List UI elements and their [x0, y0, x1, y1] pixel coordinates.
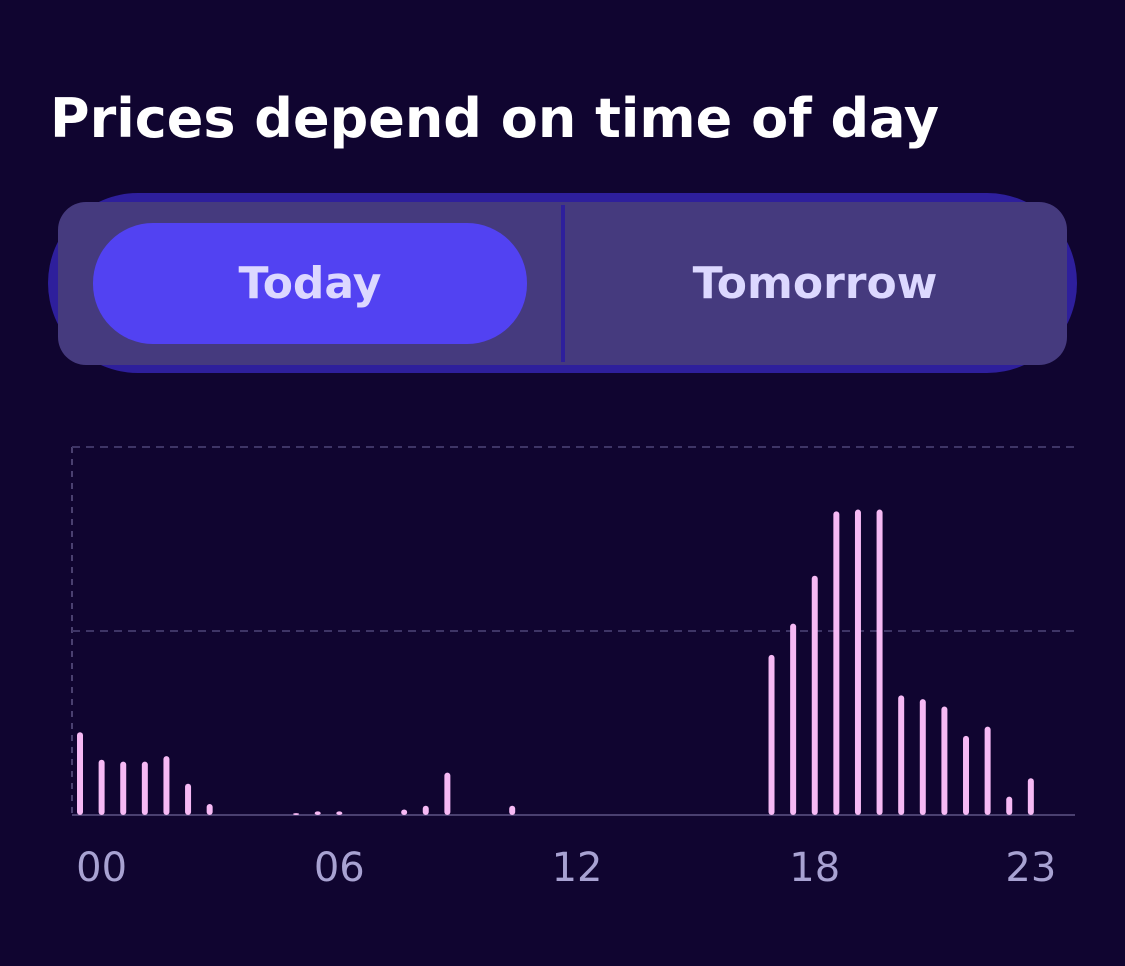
bar: [185, 783, 192, 815]
bar: [790, 623, 797, 815]
bar: [919, 699, 926, 815]
bar: [422, 805, 429, 815]
bar: [811, 575, 818, 815]
tomorrow-label[interactable]: Tomorrow: [693, 258, 938, 309]
bar: [293, 813, 300, 815]
bar: [77, 732, 84, 815]
bar: [898, 695, 905, 815]
bar: [163, 756, 170, 815]
x-tick-label: 18: [789, 845, 840, 891]
bar: [1027, 778, 1034, 815]
bar: [314, 811, 321, 815]
bar: [941, 706, 948, 815]
today-tab[interactable]: [93, 223, 527, 344]
bar: [401, 809, 408, 815]
title: Prices depend on time of day: [50, 87, 939, 150]
bar: [984, 726, 991, 815]
x-tick-label: 00: [76, 845, 127, 891]
bar: [336, 811, 343, 815]
x-tick-label: 06: [314, 845, 365, 891]
bar: [120, 761, 127, 815]
bar: [1006, 796, 1013, 815]
bar: [141, 761, 148, 815]
bar: [963, 735, 970, 815]
today-label[interactable]: Today: [239, 258, 382, 309]
bar: [854, 509, 861, 815]
bar: [768, 654, 775, 815]
bar: [876, 509, 883, 815]
x-tick-label: 12: [552, 845, 603, 891]
bar: [444, 772, 451, 815]
bar: [833, 511, 840, 815]
bar: [206, 803, 213, 815]
x-tick-label: 23: [1005, 845, 1056, 891]
bar: [509, 805, 516, 815]
bar: [98, 759, 105, 815]
